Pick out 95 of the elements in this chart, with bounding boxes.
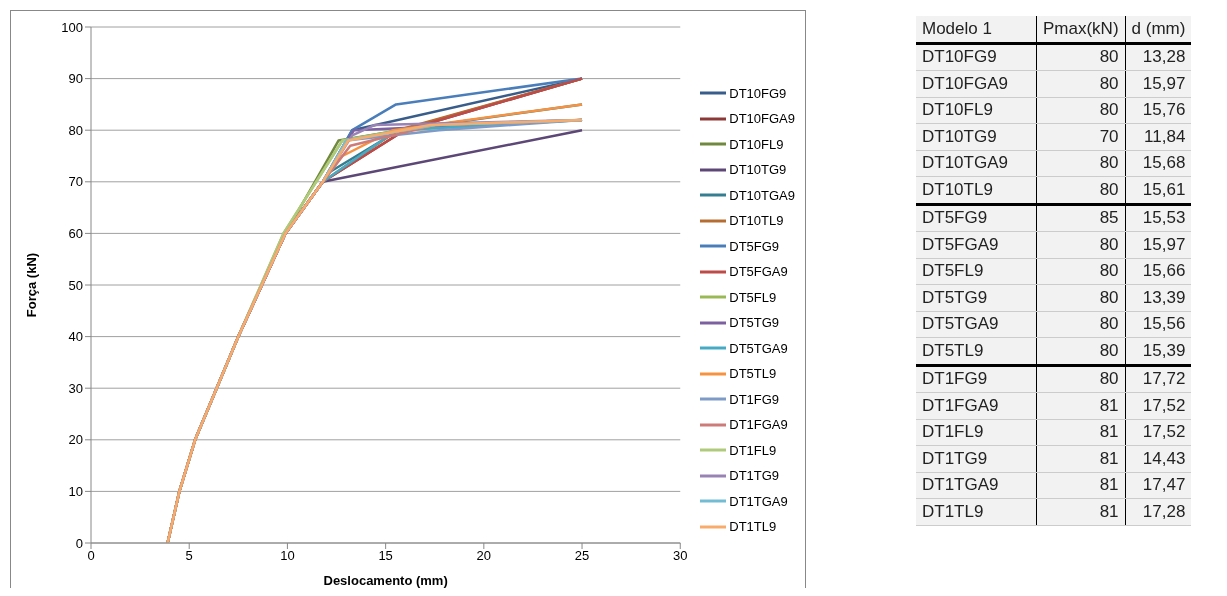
data-label: 81 (1036, 392, 1126, 419)
legend-label: DT1TL9 (729, 519, 777, 535)
legend-label: DT10TL9 (729, 213, 784, 229)
data-label: 81 (1036, 419, 1126, 446)
y-tick-label: 40 (68, 329, 83, 345)
legend-label: DT5TG9 (729, 315, 780, 331)
data-label: 15,76 (1125, 97, 1192, 124)
x-tick-label: 30 (673, 548, 688, 564)
legend-label: DT5FG9 (729, 238, 780, 254)
data-label: 15,97 (1125, 70, 1192, 97)
x-tick-label: 0 (87, 548, 95, 564)
legend-label: DT5FL9 (729, 289, 777, 305)
text: d (mm) (1125, 16, 1192, 43)
y-tick-label: 0 (75, 535, 83, 551)
x-tick-label: 25 (574, 548, 590, 564)
category-label: DT1TL9 (916, 498, 1037, 525)
x-tick-label: 20 (476, 548, 492, 564)
category-label: DT1FGA9 (916, 392, 1037, 419)
category-label: DT1TG9 (916, 445, 1037, 472)
legend-label: DT1FG9 (729, 391, 780, 407)
data-label: 81 (1036, 472, 1126, 499)
data-label: 15,61 (1125, 176, 1192, 204)
category-label: DT5FGA9 (916, 231, 1037, 258)
category-label: DT1FG9 (916, 365, 1037, 393)
data-label: 15,97 (1125, 231, 1192, 258)
category-label: DT10FG9 (916, 43, 1037, 71)
data-label: 80 (1036, 284, 1126, 311)
data-label: 80 (1036, 70, 1126, 97)
data-label: 80 (1036, 150, 1126, 177)
data-label: 80 (1036, 311, 1126, 338)
category-label: DT5TGA9 (916, 311, 1037, 338)
y-tick-label: 70 (68, 174, 83, 190)
category-label: DT5FG9 (916, 204, 1037, 232)
category-label: DT10FL9 (916, 97, 1037, 124)
data-label: 15,66 (1125, 258, 1192, 285)
x-tick-label: 5 (185, 548, 193, 564)
data-label: 81 (1036, 445, 1126, 472)
category-label: DT1TGA9 (916, 472, 1037, 499)
y-tick-label: 10 (68, 484, 83, 500)
data-label: 81 (1036, 498, 1126, 525)
category-label: DT10TL9 (916, 176, 1037, 204)
data-label: 80 (1036, 258, 1126, 285)
legend-label: DT1TGA9 (729, 493, 788, 509)
y-tick-label: 80 (68, 122, 83, 138)
y-tick-label: 60 (68, 226, 83, 242)
y-tick-label: 30 (68, 380, 83, 396)
text: Modelo 1 (916, 16, 1037, 43)
x-axis-title: Deslocamento (mm) (323, 573, 448, 588)
data-label: 80 (1036, 97, 1126, 124)
data-label: 17,47 (1125, 472, 1192, 499)
data-label: 17,28 (1125, 498, 1192, 525)
data-label: 17,52 (1125, 392, 1192, 419)
data-label: 80 (1036, 365, 1126, 393)
legend-label: DT1TG9 (729, 468, 780, 484)
data-label: 80 (1036, 43, 1126, 71)
legend-label: DT5TL9 (729, 366, 777, 382)
x-tick-label: 10 (280, 548, 295, 564)
data-label: 13,39 (1125, 284, 1192, 311)
data-label: 17,72 (1125, 365, 1192, 393)
data-label: 15,56 (1125, 311, 1192, 338)
y-tick-label: 90 (68, 71, 83, 87)
legend-label: DT10TG9 (729, 162, 787, 178)
legend-label: DT10FGA9 (729, 111, 795, 127)
data-label: 80 (1036, 337, 1126, 365)
data-label: 15,68 (1125, 150, 1192, 177)
y-axis-title: Força (kN) (23, 252, 39, 318)
data-label: 80 (1036, 231, 1126, 258)
data-label: 14,43 (1125, 445, 1192, 472)
x-tick-label: 15 (378, 548, 393, 564)
legend-label: DT10FG9 (729, 85, 787, 101)
data-label: 70 (1036, 123, 1126, 150)
data-label: 17,52 (1125, 419, 1192, 446)
legend-label: DT10TGA9 (729, 187, 795, 203)
data-label: 15,39 (1125, 337, 1192, 365)
category-label: DT5TL9 (916, 337, 1037, 365)
legend-label: DT5TGA9 (729, 340, 788, 356)
data-label: 85 (1036, 204, 1126, 232)
category-label: DT5FL9 (916, 258, 1037, 285)
series-label: Pmax(kN) (1036, 16, 1126, 43)
category-label: DT10TGA9 (916, 150, 1037, 177)
category-label: DT5TG9 (916, 284, 1037, 311)
category-label: DT1FL9 (916, 419, 1037, 446)
legend-label: DT1FGA9 (729, 417, 788, 433)
category-label: DT10FGA9 (916, 70, 1037, 97)
legend-label: DT1FL9 (729, 442, 777, 458)
legend-label: DT5FGA9 (729, 264, 788, 280)
data-label: 80 (1036, 176, 1126, 204)
data-label: 13,28 (1125, 43, 1192, 71)
y-tick-label: 50 (68, 277, 83, 293)
data-label: 11,84 (1125, 123, 1192, 150)
legend-label: DT10FL9 (729, 136, 784, 152)
data-label: 15,53 (1125, 204, 1192, 232)
y-tick-label: 100 (61, 19, 83, 35)
y-tick-label: 20 (68, 432, 83, 448)
category-label: DT10TG9 (916, 123, 1037, 150)
